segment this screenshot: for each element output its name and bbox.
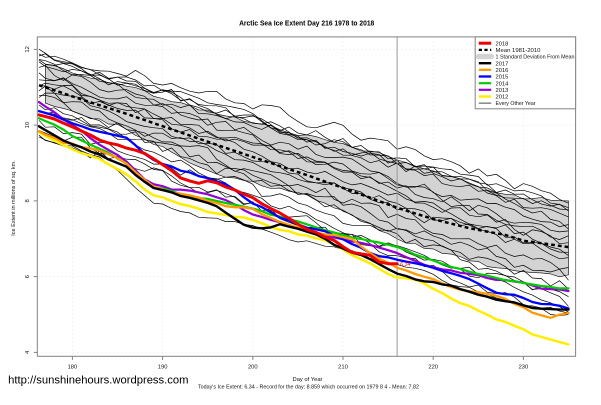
svg-text:Mean 1981-2010: Mean 1981-2010 [496,48,541,54]
svg-text:180: 180 [68,364,78,370]
svg-text:Arctic Sea Ice Extent Day 216: Arctic Sea Ice Extent Day 216 1978 to 20… [239,19,374,28]
svg-text:200: 200 [248,364,258,370]
svg-text:230: 230 [519,364,529,370]
svg-text:2012: 2012 [496,95,509,101]
svg-text:2015: 2015 [496,75,509,81]
svg-text:2016: 2016 [496,68,509,74]
svg-text:http://sunshinehours.wordpress: http://sunshinehours.wordpress.com [8,374,188,386]
svg-text:6.34: 6.34 [400,262,410,268]
svg-text:2017: 2017 [496,61,509,67]
svg-text:6: 6 [25,275,31,278]
svg-text:1 Standard Deviation From Mean: 1 Standard Deviation From Mean [496,55,575,61]
svg-text:4: 4 [25,350,31,354]
svg-text:2014: 2014 [496,81,510,87]
svg-text:2018: 2018 [496,41,509,47]
svg-text:Today's Ice Extent: 6.34 - Re: Today's Ice Extent: 6.34 - Record for th… [198,385,419,391]
svg-text:210: 210 [338,364,348,370]
svg-text:8: 8 [25,199,31,202]
svg-text:Day of Year: Day of Year [293,377,323,383]
svg-text:Every Other Year: Every Other Year [496,101,536,107]
svg-text:2013: 2013 [496,88,509,94]
svg-text:Ice Extent in millions of sq.: Ice Extent in millions of sq. km. [11,160,17,236]
svg-text:190: 190 [158,364,168,370]
svg-text:220: 220 [428,364,438,370]
svg-text:12: 12 [25,46,31,52]
svg-text:10: 10 [25,122,31,128]
